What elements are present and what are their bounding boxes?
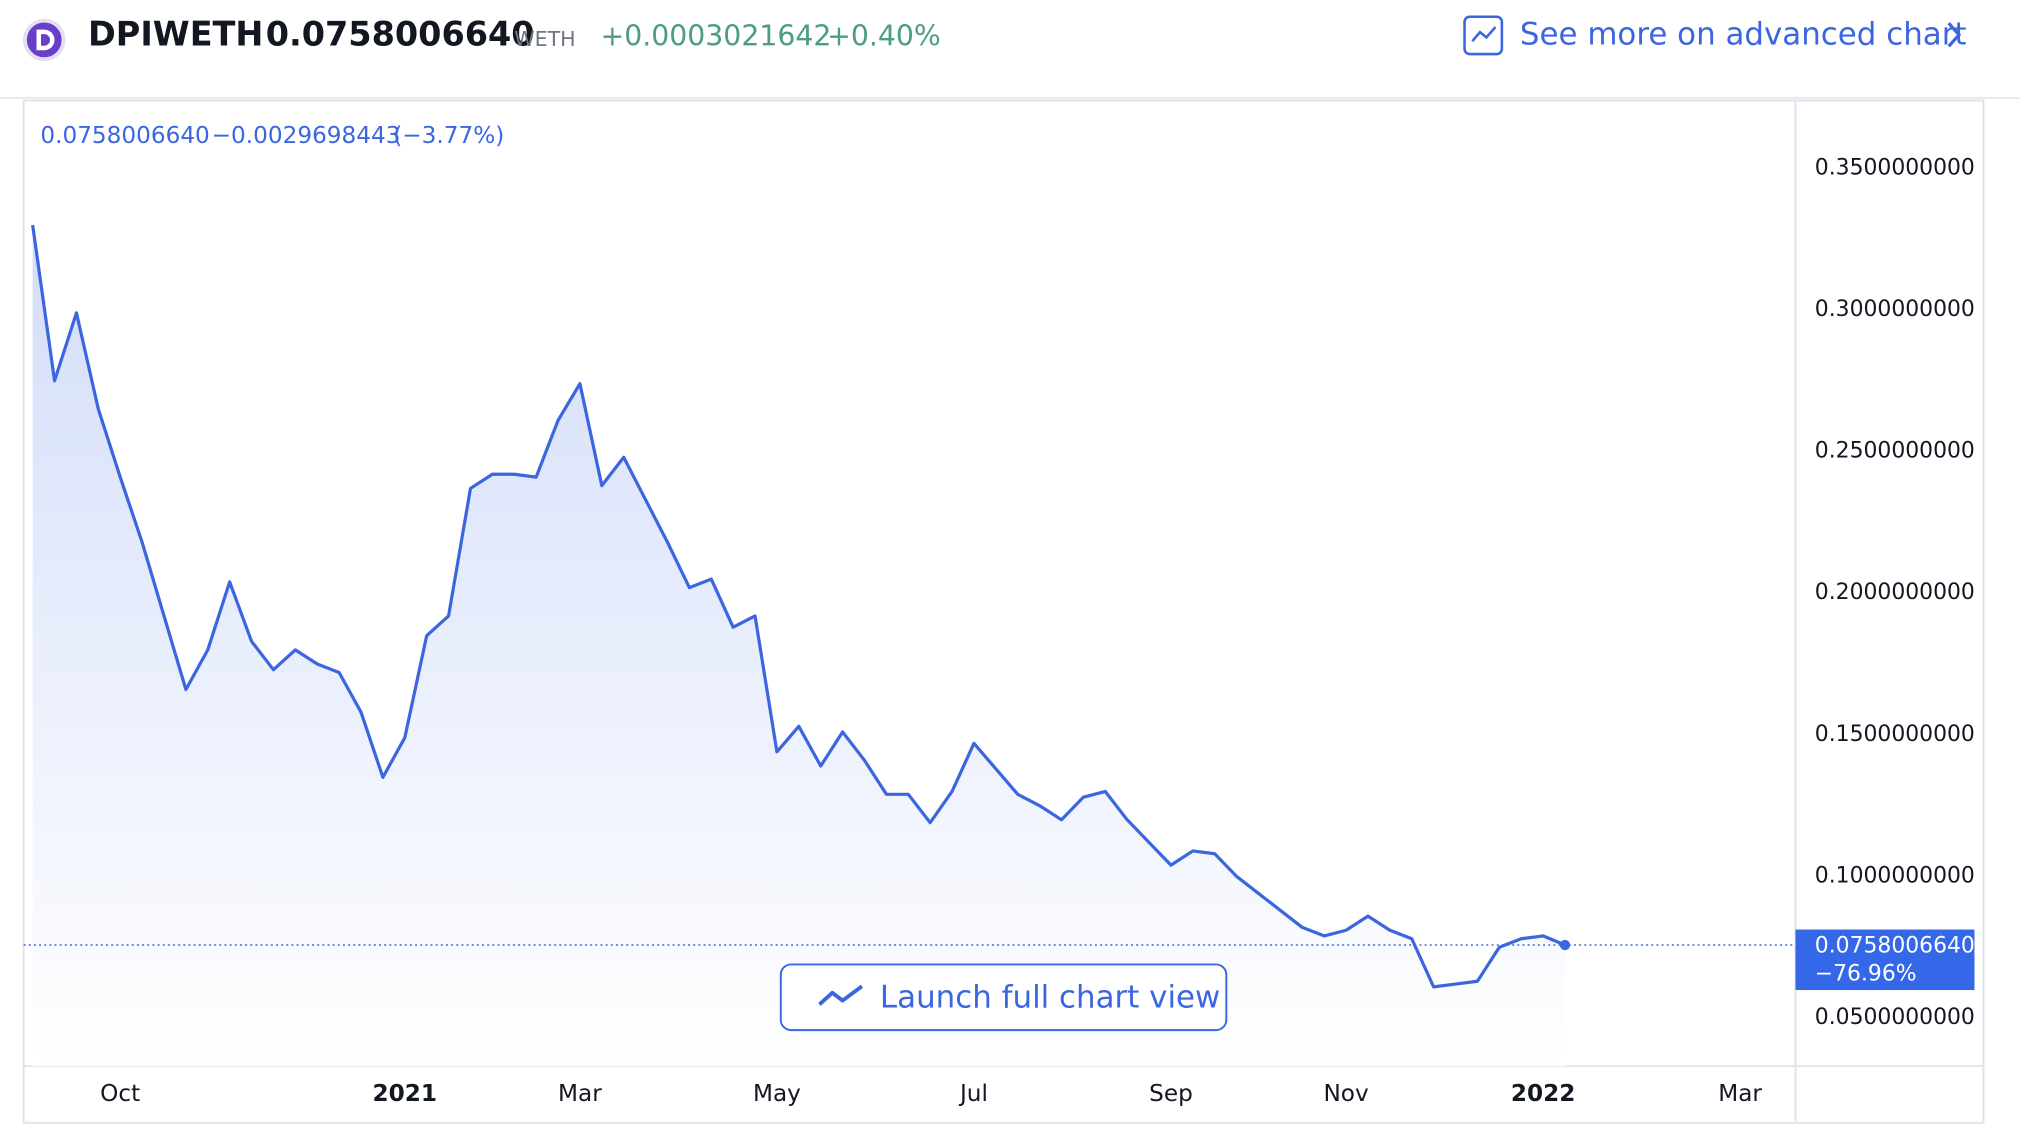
y-tick-label: 0.2000000000 — [1815, 580, 1975, 605]
y-tick-label: 0.0500000000 — [1815, 1005, 1975, 1030]
legend-value: 0.0758006640 — [40, 122, 209, 149]
y-tick-label: 0.1500000000 — [1815, 722, 1975, 747]
logo — [22, 18, 66, 62]
x-tick-label: May — [753, 1080, 801, 1107]
area-fill — [32, 225, 1565, 1067]
button-text[interactable]: Launch full chart view — [880, 980, 1220, 1016]
x-tick-label: 2022 — [1511, 1080, 1575, 1107]
legend-change: −0.0029698443 — [212, 122, 401, 149]
x-tick-label: Nov — [1323, 1080, 1368, 1107]
last-point — [1559, 939, 1571, 951]
launch-button[interactable]: Launch full chart view — [779, 963, 1228, 1032]
symbol: DPIWETH — [88, 15, 263, 54]
change-pct: +0.40% — [827, 19, 941, 52]
y-tick-label: 0.3000000000 — [1815, 297, 1975, 322]
plot — [23, 224, 1796, 1067]
price-line — [31, 224, 1566, 989]
x-tick-label: 2021 — [373, 1080, 437, 1107]
y-tick-label: 0.2500000000 — [1815, 439, 1975, 464]
x-tick-label: Sep — [1149, 1080, 1193, 1107]
unit: WETH — [514, 27, 575, 51]
x-tick-label: Oct — [100, 1080, 140, 1107]
x-tick-label: Jul — [958, 1080, 988, 1107]
last-price-change: −76.96% — [1815, 962, 1917, 987]
advanced-chart-link[interactable]: See more on advanced chart — [1463, 15, 1967, 56]
link-text[interactable]: See more on advanced chart — [1520, 17, 1967, 53]
y-tick-label: 0.1000000000 — [1815, 863, 1975, 888]
last-price-value: 0.0758006640 — [1815, 933, 1975, 958]
y-tick-label: 0.3500000000 — [1815, 155, 1975, 180]
x-tick-label: Mar — [558, 1080, 602, 1107]
x-tick-label: Mar — [1718, 1080, 1762, 1107]
price: 0.0758006640 — [266, 15, 535, 54]
legend-change-pct: (−3.77%) — [393, 122, 504, 149]
last-price-box — [1795, 929, 1975, 991]
change: +0.0003021642 — [601, 19, 832, 52]
